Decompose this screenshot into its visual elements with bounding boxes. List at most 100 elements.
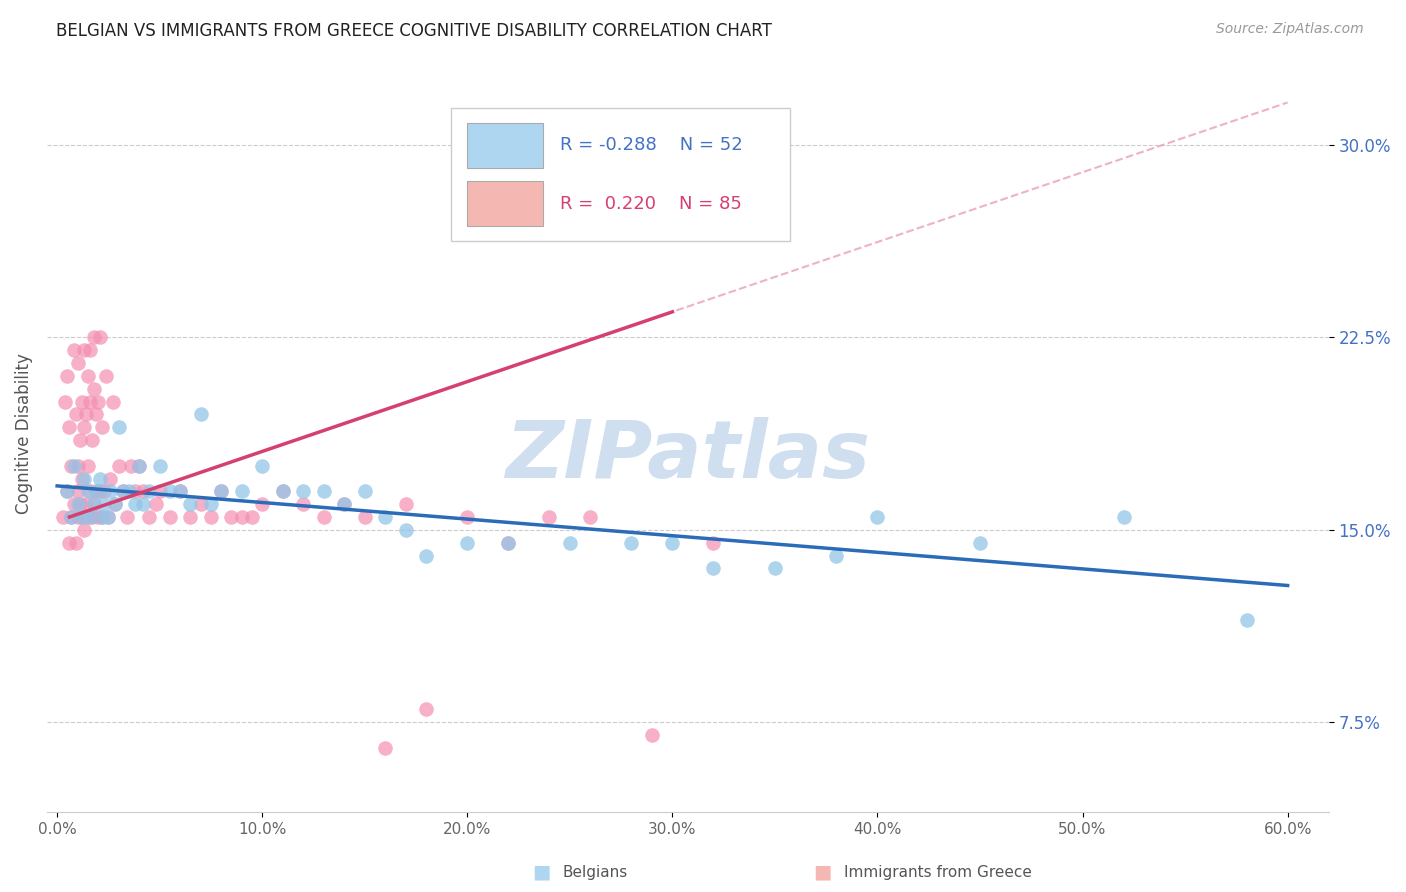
Point <box>73 471 96 485</box>
Point <box>77 484 100 499</box>
Point <box>159 484 181 499</box>
Point <box>77 510 100 524</box>
Point <box>641 728 664 742</box>
Point <box>91 510 114 524</box>
Point <box>252 458 274 473</box>
Point <box>620 535 643 549</box>
Point <box>190 497 212 511</box>
Point <box>80 510 103 524</box>
Point <box>271 484 294 499</box>
Y-axis label: Cognitive Disability: Cognitive Disability <box>15 353 32 514</box>
Point <box>69 433 91 447</box>
Point <box>60 458 83 473</box>
Point <box>118 484 141 499</box>
Point <box>84 408 107 422</box>
Point <box>128 458 150 473</box>
Point <box>87 394 110 409</box>
Point <box>70 510 93 524</box>
FancyBboxPatch shape <box>467 181 543 226</box>
Point <box>73 420 96 434</box>
Point <box>93 497 115 511</box>
Point <box>179 497 201 511</box>
Point <box>395 497 418 511</box>
Point <box>66 458 89 473</box>
Point <box>169 484 191 499</box>
Point <box>179 510 201 524</box>
Point <box>83 382 105 396</box>
Point <box>111 484 134 499</box>
Point <box>73 343 96 358</box>
Point <box>312 510 335 524</box>
Point <box>91 420 114 434</box>
Point <box>56 484 79 499</box>
Point <box>79 343 101 358</box>
Point <box>100 484 122 499</box>
Point <box>66 356 89 370</box>
Point <box>79 484 101 499</box>
Point <box>969 535 991 549</box>
Text: Immigrants from Greece: Immigrants from Greece <box>844 865 1032 880</box>
Point <box>115 510 138 524</box>
Point <box>866 510 889 524</box>
Point <box>69 497 91 511</box>
Point <box>107 458 129 473</box>
Point <box>107 420 129 434</box>
Point <box>56 368 79 383</box>
Point <box>190 408 212 422</box>
Point <box>159 510 181 524</box>
Point <box>149 458 172 473</box>
Point <box>93 484 115 499</box>
Point <box>200 497 222 511</box>
Point <box>333 497 356 511</box>
Point <box>70 510 93 524</box>
Point <box>103 497 125 511</box>
Point <box>1236 613 1258 627</box>
Point <box>353 510 375 524</box>
Point <box>87 484 110 499</box>
Point <box>79 510 101 524</box>
Text: Source: ZipAtlas.com: Source: ZipAtlas.com <box>1216 22 1364 37</box>
Point <box>124 497 146 511</box>
Point <box>60 510 83 524</box>
Point <box>498 535 520 549</box>
Point <box>91 510 114 524</box>
Point <box>200 510 222 524</box>
Point <box>73 523 96 537</box>
Point <box>66 510 89 524</box>
Point <box>62 458 84 473</box>
Point <box>53 394 76 409</box>
Point <box>60 510 83 524</box>
Point <box>75 497 97 511</box>
Point <box>763 561 786 575</box>
Point <box>83 497 105 511</box>
Point <box>209 484 232 499</box>
Point <box>138 484 160 499</box>
FancyBboxPatch shape <box>467 123 543 168</box>
Text: R = -0.288    N = 52: R = -0.288 N = 52 <box>560 136 742 154</box>
Point <box>89 330 111 344</box>
Point <box>52 510 75 524</box>
Point <box>374 741 396 756</box>
Point <box>84 484 107 499</box>
Point <box>75 408 97 422</box>
Point <box>70 471 93 485</box>
Point <box>132 497 155 511</box>
Point <box>62 343 84 358</box>
Point <box>79 394 101 409</box>
Point <box>120 458 142 473</box>
Point <box>101 394 124 409</box>
Point <box>374 510 396 524</box>
Text: R =  0.220    N = 85: R = 0.220 N = 85 <box>560 194 741 212</box>
Point <box>111 484 134 499</box>
Point <box>415 549 437 563</box>
Text: ■: ■ <box>531 863 551 882</box>
Point <box>252 497 274 511</box>
Point <box>209 484 232 499</box>
Point <box>124 484 146 499</box>
Point <box>65 535 87 549</box>
Point <box>825 549 848 563</box>
Point <box>538 510 561 524</box>
Point <box>702 561 724 575</box>
Point <box>62 497 84 511</box>
Point <box>66 484 89 499</box>
